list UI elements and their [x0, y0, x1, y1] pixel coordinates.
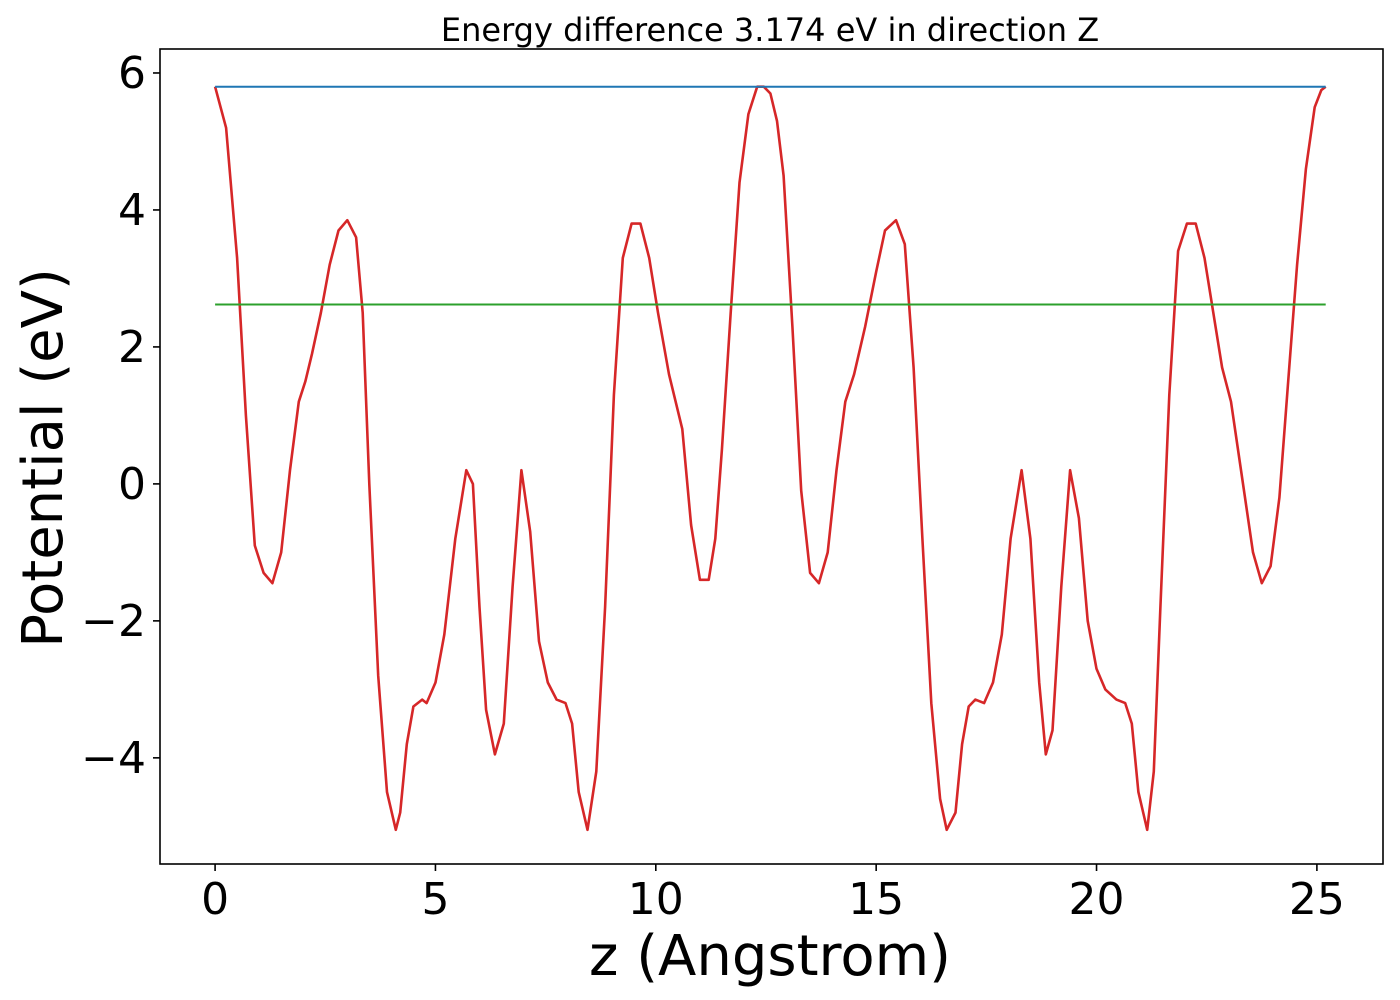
x-axis: 0 5 10 15 20 25: [201, 864, 1345, 925]
y-tick-label: −2: [81, 596, 146, 647]
y-tick-label: 4: [118, 185, 146, 236]
series-layer: [213, 85, 1327, 832]
y-tick-label: 0: [118, 459, 146, 510]
y-axis: −4 −2 0 2 4 6: [81, 48, 160, 784]
series-line-0: [213, 85, 1327, 832]
x-tick-label: 5: [421, 874, 449, 925]
x-tick-label: 25: [1289, 874, 1345, 925]
x-tick-label: 10: [628, 874, 684, 925]
y-tick-label: 2: [118, 322, 146, 373]
chart-title: Energy difference 3.174 eV in direction …: [441, 11, 1099, 49]
x-axis-label: z (Angstrom): [589, 924, 951, 989]
plot-frame: [159, 48, 1384, 865]
y-axis-label: Potential (eV): [11, 268, 76, 648]
x-tick-label: 20: [1069, 874, 1125, 925]
y-tick-label: −4: [81, 733, 146, 784]
y-tick-label: 6: [118, 48, 146, 99]
x-tick-label: 0: [201, 874, 229, 925]
x-tick-label: 15: [848, 874, 904, 925]
